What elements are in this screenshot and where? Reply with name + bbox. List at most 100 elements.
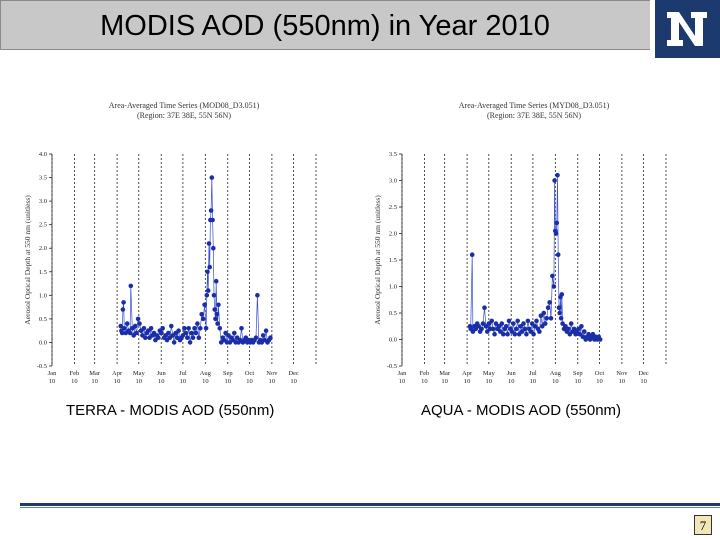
data-point <box>189 330 194 336</box>
footer-rule-thin <box>20 507 720 508</box>
x-tick-year: 10 <box>225 378 232 385</box>
x-tick-month: Nov <box>266 370 278 377</box>
data-point <box>198 326 203 331</box>
chart-subtitle: (Region: 37E 38E, 55N 56N) <box>487 111 581 120</box>
data-point <box>216 302 221 308</box>
data-point <box>121 300 126 305</box>
data-point <box>538 313 544 318</box>
x-tick-year: 10 <box>49 378 56 385</box>
x-tick-year: 10 <box>464 378 471 385</box>
x-tick-year: 10 <box>640 378 647 385</box>
data-point <box>521 321 526 326</box>
x-tick-year: 10 <box>508 378 515 385</box>
data-point <box>568 321 574 326</box>
data-point <box>482 305 487 310</box>
data-point <box>171 340 177 345</box>
y-tick-label: 1.5 <box>39 269 47 276</box>
data-point <box>553 231 559 236</box>
data-point <box>556 305 562 310</box>
y-tick-label: 2.5 <box>39 222 47 229</box>
data-point <box>187 340 193 345</box>
y-tick-label: 4.0 <box>39 151 47 158</box>
data-point <box>200 316 206 322</box>
data-point <box>169 323 174 329</box>
data-point <box>208 208 214 213</box>
data-point <box>203 326 209 331</box>
x-tick-year: 10 <box>575 378 582 385</box>
data-point <box>192 326 197 331</box>
x-tick-month: Aug <box>200 370 212 377</box>
data-point <box>550 273 555 279</box>
data-point <box>211 245 216 251</box>
x-tick-year: 10 <box>399 378 406 385</box>
data-point <box>541 310 547 316</box>
data-point <box>143 335 148 340</box>
data-point <box>529 321 535 326</box>
data-point <box>127 330 133 336</box>
x-tick-year: 10 <box>290 378 297 385</box>
data-point <box>182 326 187 331</box>
data-point <box>547 300 552 305</box>
data-point <box>176 328 181 333</box>
data-point <box>166 330 171 336</box>
data-point <box>512 331 518 337</box>
data-point <box>534 318 539 324</box>
data-point <box>493 321 499 326</box>
y-tick-label: 3.0 <box>39 198 47 205</box>
x-tick-year: 10 <box>269 378 276 385</box>
x-tick-month: Apr <box>112 370 123 377</box>
y-tick-label: 1.0 <box>39 292 47 299</box>
data-point <box>141 326 147 331</box>
x-tick-month: Nov <box>616 370 628 377</box>
y-tick-label: 2.0 <box>389 231 397 238</box>
data-point <box>119 330 125 336</box>
data-point <box>566 326 571 332</box>
x-tick-month: Dec <box>288 370 299 377</box>
data-point <box>213 316 218 322</box>
data-point <box>545 305 551 310</box>
data-point <box>232 330 237 336</box>
data-point <box>503 324 509 329</box>
y-tick-label: 3.0 <box>389 178 397 185</box>
terra-chart-svg: Area-Averaged Time Series (MOD08_D3.051)… <box>23 101 317 385</box>
data-point <box>542 321 548 326</box>
chart-title: Area-Averaged Time Series (MOD08_D3.051) <box>109 101 260 110</box>
university-logo <box>655 0 720 58</box>
data-point <box>551 284 557 289</box>
chart-title: Area-Averaged Time Series (MYD08_D3.051) <box>459 101 610 110</box>
data-point <box>206 241 212 246</box>
data-point <box>518 324 523 329</box>
data-point <box>134 330 139 336</box>
data-point <box>560 321 565 326</box>
data-point <box>215 321 220 326</box>
data-point <box>204 293 210 298</box>
y-tick-label: 0.5 <box>389 310 397 317</box>
aqua-chart-svg: Area-Averaged Time Series (MYD08_D3.051)… <box>373 101 667 385</box>
x-tick-month: Oct <box>245 370 255 377</box>
x-tick-year: 10 <box>619 378 626 385</box>
data-point <box>199 311 204 317</box>
data-point <box>255 293 260 298</box>
x-tick-month: Jul <box>529 370 537 377</box>
data-point <box>505 331 510 337</box>
data-point <box>212 307 217 312</box>
title-bar <box>0 0 650 50</box>
data-point <box>501 331 506 337</box>
x-tick-month: May <box>133 370 146 377</box>
y-tick-label: 3.5 <box>39 175 47 182</box>
data-point <box>205 269 210 275</box>
data-point <box>559 292 565 297</box>
x-tick-year: 10 <box>158 378 165 385</box>
x-tick-month: Jan <box>398 370 407 377</box>
x-tick-year: 10 <box>136 378 143 385</box>
data-point <box>579 324 584 329</box>
data-point <box>120 307 126 312</box>
data-point <box>202 302 207 308</box>
data-point <box>479 326 484 332</box>
data-point <box>515 318 520 324</box>
data-point <box>214 311 220 317</box>
data-point <box>148 326 154 331</box>
data-point <box>205 288 211 293</box>
data-point <box>160 326 165 331</box>
data-point <box>195 321 200 326</box>
